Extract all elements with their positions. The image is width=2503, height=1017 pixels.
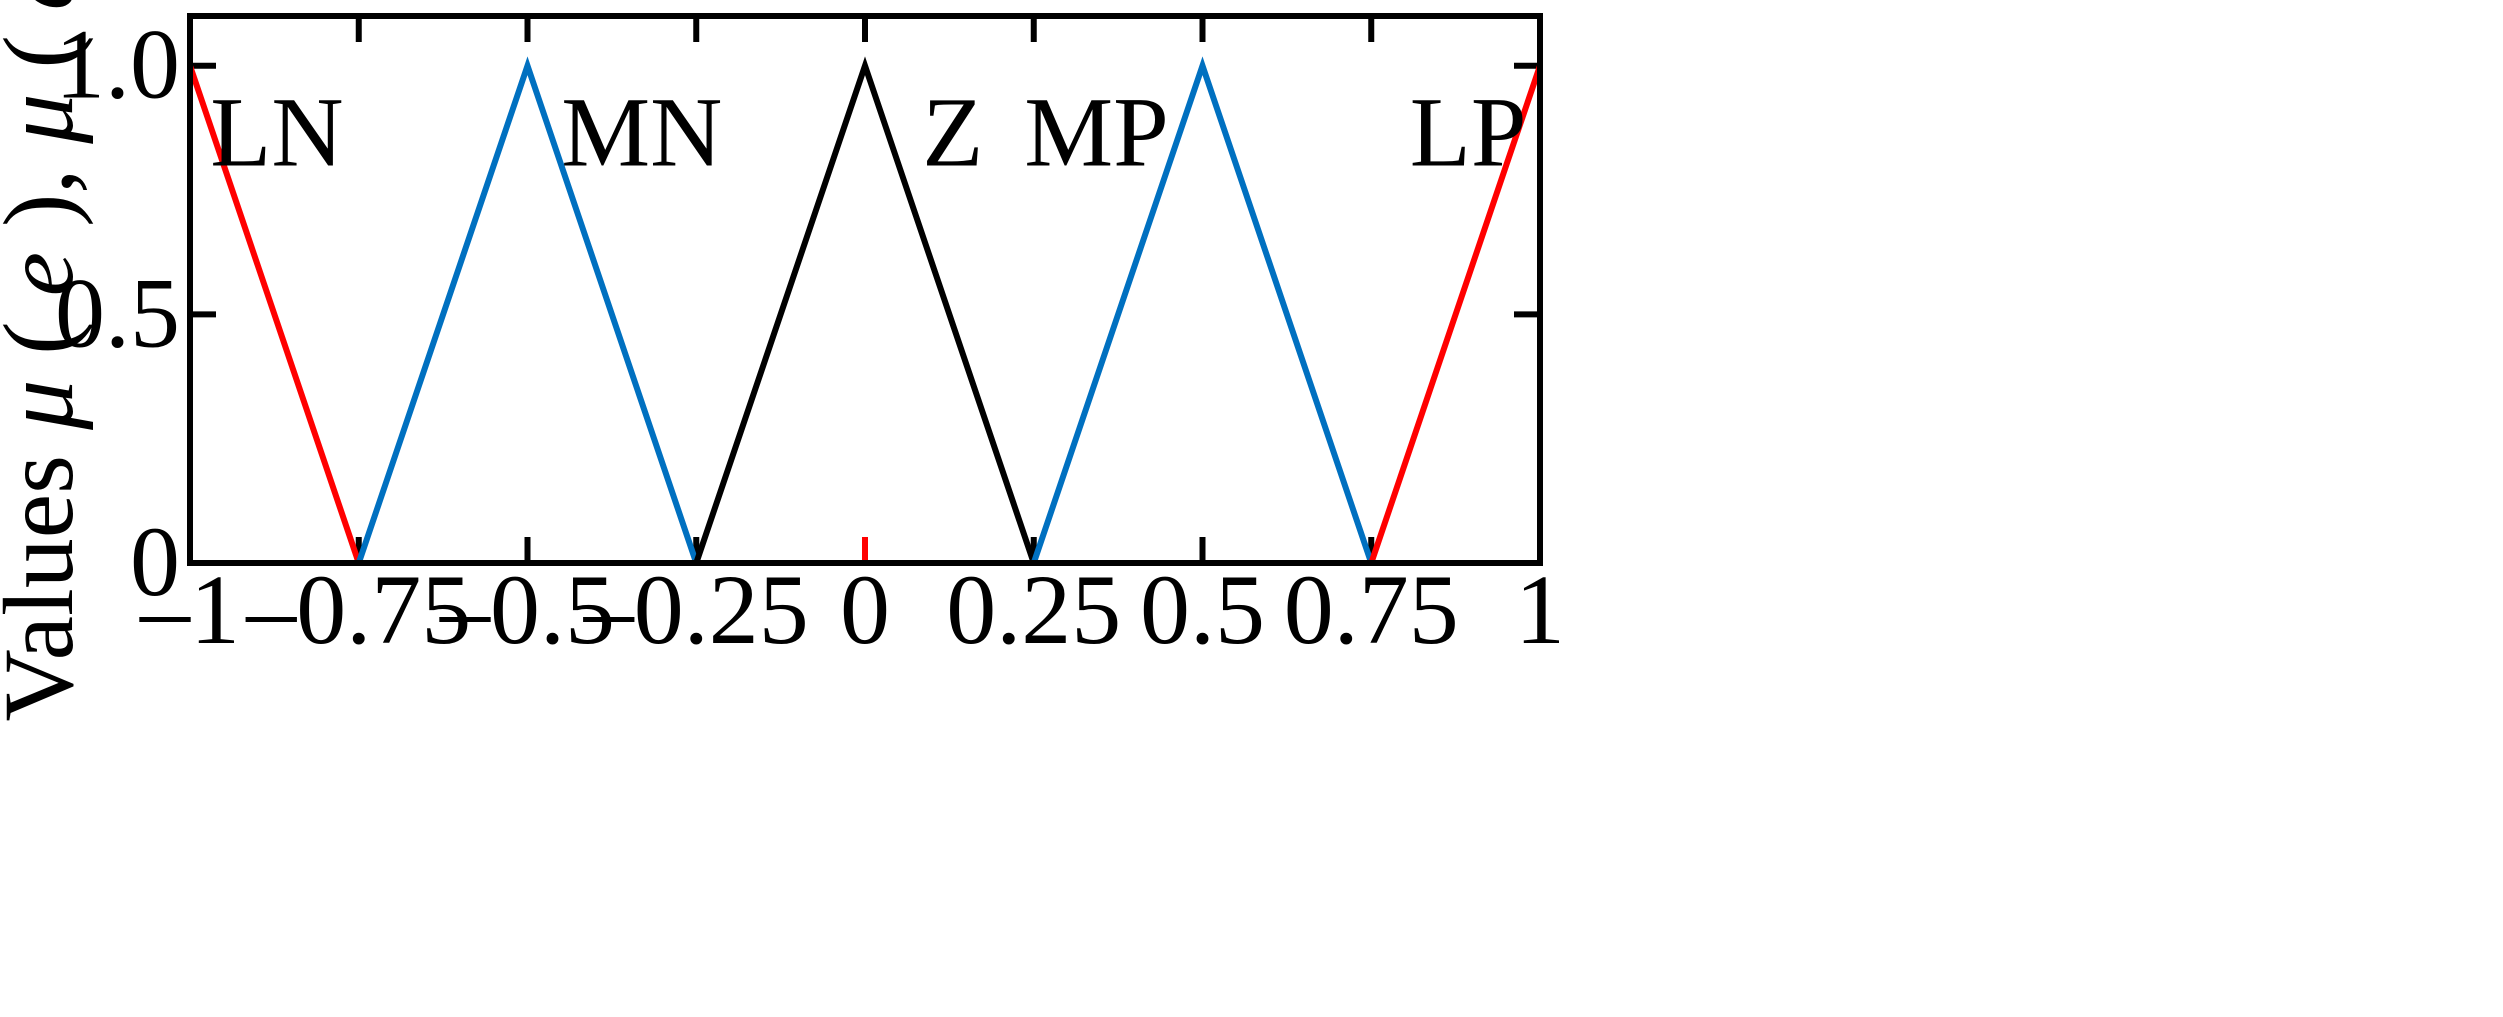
x-tick-label-1: 1 — [1515, 554, 1565, 665]
y-tick-label-0: 0 — [130, 506, 180, 617]
series-line-LP — [1368, 64, 1543, 564]
series-label-LN: LN — [210, 77, 343, 188]
series-label-MN: MN — [561, 77, 722, 188]
series-line-MN — [355, 56, 700, 564]
y-axis-title-mu-1: μ — [0, 380, 94, 431]
series-labels: LN MN Z MP LP — [210, 77, 1526, 188]
y-axis-title-arg-1: e — [0, 252, 94, 296]
y-axis-title-open-2: ( — [0, 35, 94, 68]
y-axis-title-mu-2: μ — [0, 93, 94, 144]
x-tick-label-0-25: 0.25 — [946, 554, 1121, 665]
series-label-LP: LP — [1410, 77, 1527, 188]
y-axis-title: Values μ ( e ), μ ( de ) — [0, 0, 94, 722]
series-label-MP: MP — [1024, 77, 1169, 188]
series-line-MP — [1030, 56, 1375, 564]
x-tick-label-0-75: –0.75 — [245, 554, 471, 665]
x-tick-label-0-75: 0.75 — [1284, 554, 1459, 665]
x-tick-label-0: 0 — [840, 554, 890, 665]
y-axis-title-close-1: ), — [0, 169, 94, 227]
y-tick-label-1-0: 1.0 — [55, 9, 180, 120]
series-lines — [187, 56, 1543, 564]
y-tick-labels: 0 0.5 1.0 — [55, 9, 180, 617]
y-axis-title-arg-2: de — [0, 0, 94, 10]
x-tick-label-0-25: –0.25 — [583, 554, 809, 665]
series-label-Z: Z — [922, 77, 983, 188]
plot-frame — [187, 13, 1543, 566]
y-axis-title-open-1: ( — [0, 321, 94, 354]
series-line-Z — [693, 56, 1037, 564]
y-axis-title-prefix: Values — [0, 430, 94, 722]
x-tick-labels: –1 –0.75–0.5–0.25 0 0.25 0.5 0.75 1 — [139, 554, 1565, 665]
tick-marks — [190, 16, 1540, 563]
series-line-LN — [187, 64, 362, 564]
y-tick-label-0-5: 0.5 — [55, 257, 180, 368]
x-tick-label-0-5: –0.5 — [439, 554, 615, 665]
x-tick-label-0-5: 0.5 — [1140, 554, 1265, 665]
x-tick-label-1: –1 — [139, 554, 240, 665]
